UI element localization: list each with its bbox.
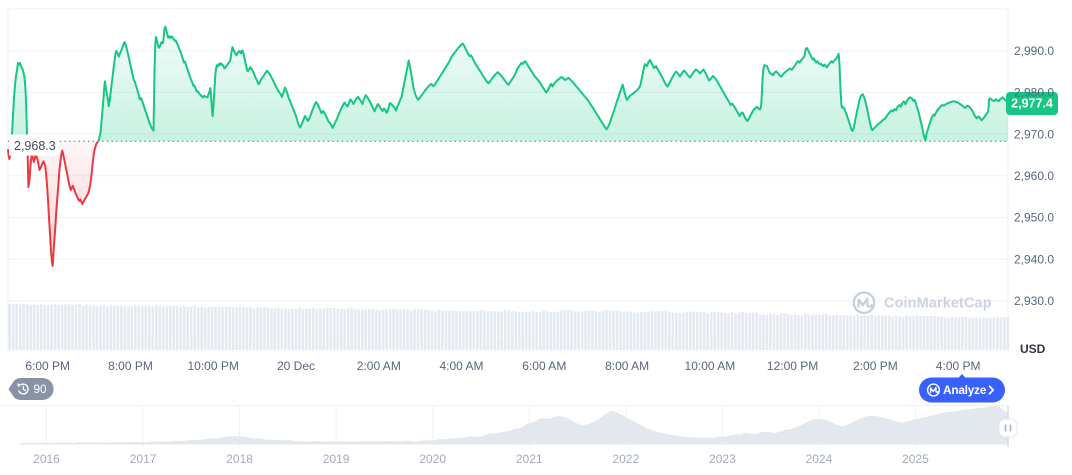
svg-text:USD: USD — [1020, 342, 1046, 356]
svg-text:90: 90 — [34, 382, 48, 396]
svg-text:2016: 2016 — [33, 452, 60, 466]
svg-text:20 Dec: 20 Dec — [277, 359, 315, 373]
svg-text:6:00 PM: 6:00 PM — [25, 359, 70, 373]
svg-text:12:00 PM: 12:00 PM — [767, 359, 818, 373]
svg-text:2025: 2025 — [902, 452, 929, 466]
svg-text:2018: 2018 — [226, 452, 253, 466]
svg-text:6:00 AM: 6:00 AM — [522, 359, 566, 373]
svg-text:10:00 PM: 10:00 PM — [188, 359, 239, 373]
svg-text:2:00 AM: 2:00 AM — [357, 359, 401, 373]
svg-text:2022: 2022 — [612, 452, 639, 466]
svg-text:2,950.0: 2,950.0 — [1014, 211, 1054, 225]
svg-text:8:00 PM: 8:00 PM — [108, 359, 153, 373]
svg-text:2020: 2020 — [419, 452, 446, 466]
svg-text:2019: 2019 — [323, 452, 350, 466]
svg-text:2,990.0: 2,990.0 — [1014, 44, 1054, 58]
svg-text:2,980.0: 2,980.0 — [1014, 86, 1054, 100]
svg-text:2017: 2017 — [130, 452, 157, 466]
svg-text:2023: 2023 — [709, 452, 736, 466]
svg-text:2024: 2024 — [806, 452, 833, 466]
svg-text:2,960.0: 2,960.0 — [1014, 169, 1054, 183]
svg-text:2021: 2021 — [516, 452, 543, 466]
svg-text:2,977.4: 2,977.4 — [1011, 97, 1053, 111]
svg-text:4:00 AM: 4:00 AM — [439, 359, 483, 373]
svg-text:2,970.0: 2,970.0 — [1014, 127, 1054, 141]
svg-text:2,930.0: 2,930.0 — [1014, 294, 1054, 308]
svg-text:2,940.0: 2,940.0 — [1014, 252, 1054, 266]
svg-text:4:00 PM: 4:00 PM — [936, 359, 981, 373]
svg-text:2:00 PM: 2:00 PM — [853, 359, 898, 373]
svg-text:8:00 AM: 8:00 AM — [605, 359, 649, 373]
svg-text:CoinMarketCap: CoinMarketCap — [884, 296, 992, 312]
svg-text:2,968.3: 2,968.3 — [14, 139, 56, 153]
svg-text:Analyze: Analyze — [943, 383, 987, 397]
svg-text:10:00 AM: 10:00 AM — [685, 359, 736, 373]
